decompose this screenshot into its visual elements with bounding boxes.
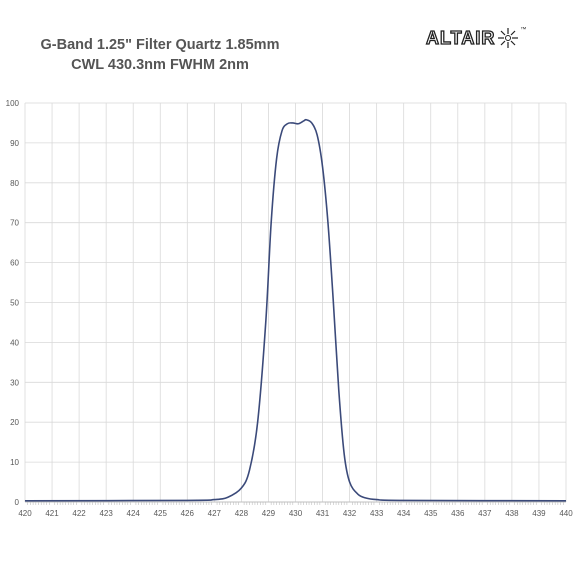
altair-logo: ALTAIR ™	[425, 26, 527, 50]
x-tick-label: 439	[532, 509, 546, 518]
logo-trademark: ™	[520, 27, 527, 33]
x-tick-label: 434	[397, 509, 411, 518]
x-tick-label: 431	[316, 509, 330, 518]
chart-axes	[24, 103, 566, 503]
y-tick-label: 0	[15, 498, 20, 507]
x-tick-label: 422	[72, 509, 86, 518]
x-tick-label: 429	[262, 509, 276, 518]
x-tick-label: 432	[343, 509, 357, 518]
x-tick-label: 435	[424, 509, 438, 518]
x-tick-labels: 420 421 422 423 424 425 426 427 428 429 430 431 432 4…	[18, 509, 573, 518]
chart-series	[24, 118, 567, 502]
chart-title-line-1: G-Band 1.25" Filter Quartz 1.85mm	[40, 37, 280, 53]
y-tick-label: 50	[10, 299, 19, 308]
chart-grid	[25, 102, 567, 502]
x-tick-label: 420	[18, 509, 32, 518]
y-tick-label: 80	[10, 179, 19, 188]
x-tick-label: 428	[235, 509, 249, 518]
chart-title-line-2: CWL 430.3nm FWHM 2nm	[71, 57, 249, 73]
y-tick-labels: 0 10 20 30 40 50 60 70 80 90 100	[6, 99, 20, 507]
x-tick-label: 430	[289, 509, 303, 518]
y-tick-label: 70	[10, 219, 19, 228]
x-tick-label: 438	[505, 509, 519, 518]
y-tick-label: 90	[10, 139, 19, 148]
x-tick-label: 426	[181, 509, 195, 518]
x-tick-label: 440	[559, 509, 573, 518]
y-tick-label: 100	[6, 99, 20, 108]
x-tick-label: 423	[99, 509, 113, 518]
y-tick-label: 60	[10, 259, 19, 268]
x-tick-label: 433	[370, 509, 384, 518]
y-tick-label: 30	[10, 378, 19, 387]
x-tick-label: 424	[127, 509, 141, 518]
star-burst-icon	[498, 28, 519, 48]
transmission-curve	[24, 118, 567, 502]
logo-text: ALTAIR	[425, 27, 496, 48]
y-tick-label: 20	[10, 418, 19, 427]
y-tick-label: 40	[10, 338, 19, 347]
x-tick-label: 437	[478, 509, 492, 518]
y-tick-label: 10	[10, 458, 19, 467]
x-tick-label: 425	[154, 509, 168, 518]
x-tick-label: 427	[208, 509, 222, 518]
x-tick-label: 421	[45, 509, 59, 518]
x-tick-label: 436	[451, 509, 465, 518]
